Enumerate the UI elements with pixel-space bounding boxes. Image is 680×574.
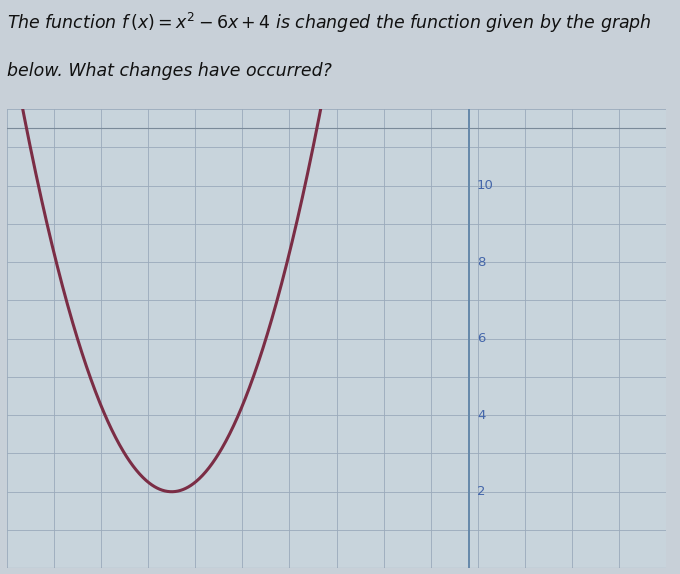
Text: The function $f\,(x) = x^2 - 6x + 4$ is changed the function given by the graph: The function $f\,(x) = x^2 - 6x + 4$ is … bbox=[7, 11, 651, 34]
Text: below. What changes have occurred?: below. What changes have occurred? bbox=[7, 63, 332, 80]
Text: 2: 2 bbox=[477, 485, 486, 498]
Text: 4: 4 bbox=[477, 409, 486, 422]
Text: 10: 10 bbox=[477, 179, 494, 192]
Text: 6: 6 bbox=[477, 332, 486, 345]
Text: 8: 8 bbox=[477, 255, 486, 269]
